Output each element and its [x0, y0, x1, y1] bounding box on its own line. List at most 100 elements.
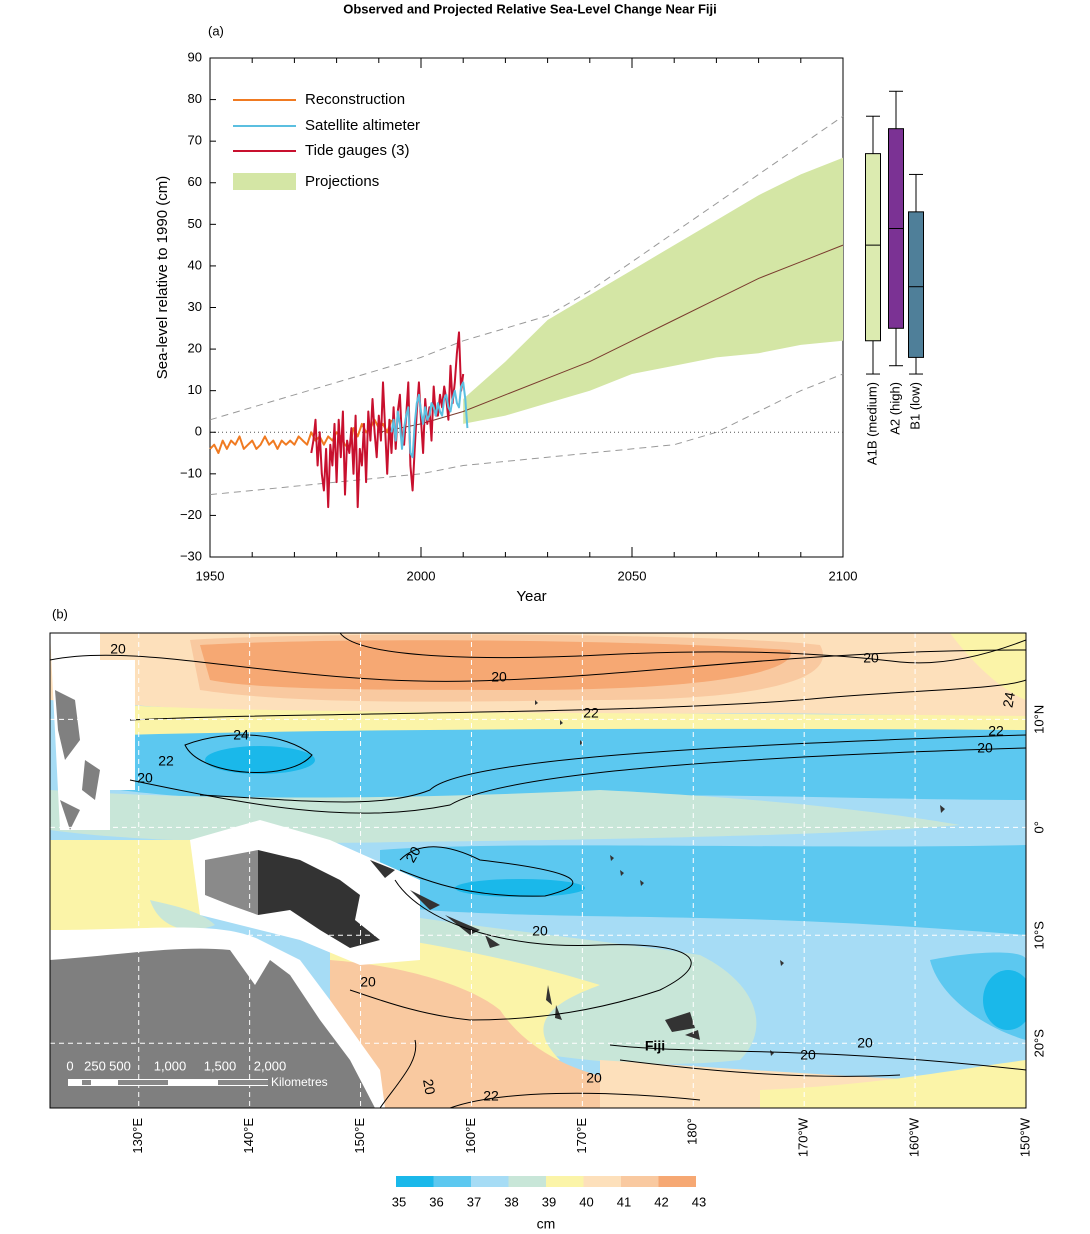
scale-label: 500	[109, 1058, 131, 1073]
contour-label: 20	[800, 1047, 816, 1063]
panel-label: (b)	[52, 606, 68, 621]
colorbar-tick-label: 40	[579, 1194, 593, 1209]
sea-level-zone	[760, 1060, 1026, 1108]
y-tick-label: 30	[188, 299, 202, 314]
sea-level-zone	[150, 900, 215, 930]
map	[50, 633, 1026, 1108]
scale-label: 250	[84, 1058, 106, 1073]
contour-label: 24	[233, 727, 249, 743]
box-label: A2 (high)	[887, 382, 902, 435]
scale-unit: Kilometres	[271, 1075, 328, 1089]
scale-label: 1,000	[154, 1058, 187, 1073]
contour-label: 22	[988, 723, 1004, 739]
contour-label: 20	[420, 1078, 438, 1096]
box	[908, 211, 924, 358]
legend-label: Projections	[305, 173, 379, 190]
sea-level-zone	[380, 845, 1026, 935]
contour-line	[184, 734, 313, 773]
new-guinea-west	[205, 850, 258, 915]
y-tick-label: 10	[188, 382, 202, 397]
y-tick-label: −20	[180, 507, 202, 522]
contour-label: 22	[583, 705, 599, 721]
contour-line	[349, 879, 692, 1021]
colorbar-cell	[396, 1176, 434, 1187]
y-tick-label: 0°	[1031, 821, 1046, 833]
contour-label: 20	[977, 740, 993, 756]
papua-new-guinea	[258, 850, 380, 948]
figure-title: Observed and Projected Relative Sea-Leve…	[343, 1, 717, 16]
y-axis-label: Sea-level relative to 1990 (cm)	[154, 176, 171, 379]
contour-label: 20	[137, 770, 153, 786]
x-tick-label: 2000	[407, 568, 436, 583]
x-tick-label: 1950	[196, 568, 225, 583]
contour-line	[399, 846, 574, 897]
scale-segment	[218, 1080, 268, 1085]
contour-line	[619, 1059, 901, 1077]
y-tick-label: 20°S	[1031, 1029, 1046, 1058]
sea-level-zone	[120, 728, 1026, 802]
contour-line	[609, 1044, 1026, 1071]
projection-band	[463, 157, 843, 424]
colorbar-cell	[546, 1176, 584, 1187]
y-tick-label: 90	[188, 49, 202, 64]
series-line	[310, 331, 465, 509]
scale-label: 0	[66, 1058, 73, 1073]
y-tick-label: 40	[188, 257, 202, 272]
colorbar-tick-label: 37	[467, 1194, 481, 1209]
colorbar-cell	[658, 1176, 696, 1187]
x-tick-label: 2050	[618, 568, 647, 583]
colorbar-tick-label: 43	[692, 1194, 706, 1209]
contour-line	[129, 747, 1026, 814]
series-line	[209, 418, 393, 454]
colorbar-tick-label: 36	[429, 1194, 443, 1209]
x-tick-label: 160°E	[463, 1118, 478, 1154]
scale-segment	[118, 1080, 168, 1085]
contour-label: 20	[360, 974, 376, 990]
legend-label: Reconstruction	[305, 91, 405, 108]
box-label: B1 (low)	[907, 382, 922, 430]
colorbar-cell	[621, 1176, 659, 1187]
contour-label: 20	[863, 650, 879, 666]
envelope-line	[209, 115, 844, 421]
sea-level-zone	[455, 879, 585, 897]
fiji-islands	[665, 1012, 700, 1040]
x-tick-label: 160°W	[907, 1117, 922, 1157]
colorbar-label: cm	[537, 1216, 556, 1232]
contour-line	[199, 734, 1026, 803]
island	[55, 690, 100, 830]
panel-label: (a)	[208, 23, 224, 38]
x-tick-label: 150°E	[352, 1118, 367, 1154]
x-tick-label: 130°E	[130, 1118, 145, 1154]
contour-label: 22	[483, 1088, 499, 1104]
box	[865, 153, 881, 342]
x-tick-label: 180°	[685, 1118, 700, 1145]
contour-line	[379, 1039, 417, 1108]
contour-label: 20	[402, 843, 424, 865]
place-label: Fiji	[645, 1038, 665, 1054]
series-line	[390, 381, 469, 459]
box-label: A1B (medium)	[864, 382, 879, 465]
land-mask	[50, 633, 135, 830]
colorbar-cell	[583, 1176, 621, 1187]
legend-label: Tide gauges (3)	[305, 142, 410, 159]
x-tick-label: 140°E	[241, 1118, 256, 1154]
colorbar-tick-label: 38	[504, 1194, 518, 1209]
y-tick-label: 60	[188, 174, 202, 189]
envelope-line	[209, 373, 844, 496]
colorbar-cell	[433, 1176, 471, 1187]
x-axis-label: Year	[516, 588, 546, 605]
contour-label: 22	[158, 753, 174, 769]
contour-label: 20	[857, 1035, 873, 1051]
x-tick-label: 170°E	[574, 1118, 589, 1154]
colorbar-cell	[508, 1176, 546, 1187]
y-tick-label: 20	[188, 341, 202, 356]
y-tick-label: 50	[188, 216, 202, 231]
legend-label: Satellite altimeter	[305, 117, 420, 134]
colorbar-tick-label: 39	[542, 1194, 556, 1209]
scale-label: 1,500	[204, 1058, 237, 1073]
contour-line	[129, 679, 1026, 721]
x-tick-label: 170°W	[796, 1117, 811, 1157]
scale-segment	[82, 1080, 91, 1085]
map-frame	[49, 632, 1027, 1109]
